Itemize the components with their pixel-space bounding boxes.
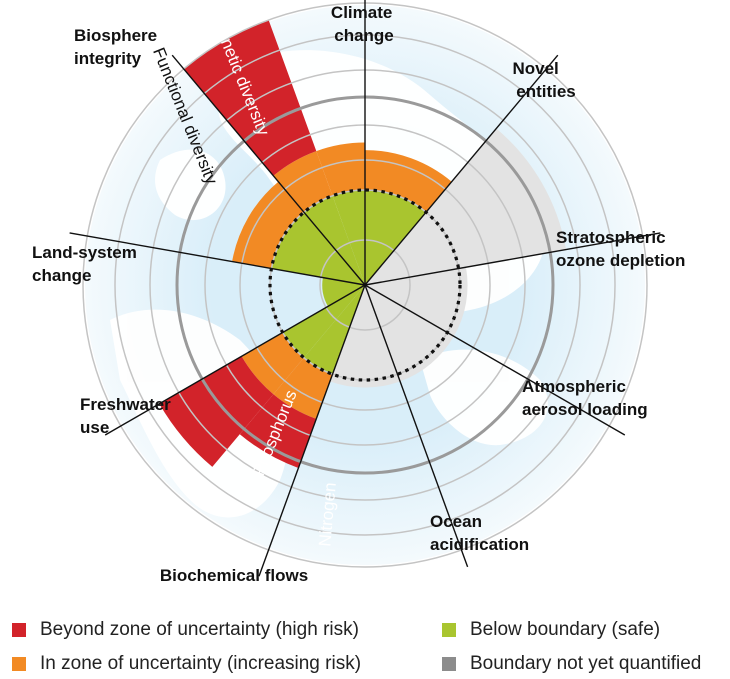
legend-item-increasing-risk: In zone of uncertainty (increasing risk)	[12, 653, 361, 675]
wedge-band-biochem-0	[273, 357, 333, 419]
legend-item-safe: Below boundary (safe)	[442, 619, 660, 641]
sector-divider	[104, 284, 366, 436]
label-stratospheric-ozone: Stratospheric ozone depletion	[556, 228, 685, 270]
wedge-high-biochem-0	[239, 394, 317, 468]
legend-item-not-quantified: Boundary not yet quantified	[442, 653, 701, 675]
label-biochemical-flows: Biochemical flows	[160, 566, 308, 585]
planetary-boundaries-diagram: Genetic diversity Functional diversity P…	[32, 0, 685, 585]
label-climate-change: Climate change	[331, 3, 397, 45]
wedge-novel	[365, 128, 567, 285]
sector-divider	[171, 54, 366, 286]
wedge-core-biochem-0	[303, 285, 365, 375]
wedge-band-climate	[365, 150, 452, 213]
wedge-aerosol	[365, 285, 454, 382]
sector-divider	[69, 232, 366, 286]
wedge-band-biosphere-0	[273, 151, 333, 213]
sector-divider	[364, 232, 661, 286]
sector-divider	[258, 284, 366, 577]
legend-label-not-quantified: Boundary not yet quantified	[470, 653, 702, 674]
label-novel-entities: Novel entities	[512, 59, 575, 101]
label-freshwater-use: Freshwater use	[80, 395, 175, 437]
wedge-ozone	[365, 267, 468, 337]
sector-divider	[364, 284, 626, 436]
legend-swatch-increasing-risk	[12, 657, 26, 671]
wedge-core-land	[271, 212, 365, 285]
wedge-ocean	[329, 285, 401, 388]
boundary-wedges	[159, 20, 567, 468]
wedge-high-biochem-1	[159, 356, 274, 467]
wedge-core-biosphere-1	[332, 189, 365, 285]
wedge-core-climate	[365, 189, 427, 285]
legend-swatch-not-quantified	[442, 657, 456, 671]
legend-label-safe: Below boundary (safe)	[470, 619, 661, 640]
wedge-core-biosphere-0	[303, 195, 365, 285]
legend-swatch-high-risk	[12, 623, 26, 637]
label-atmospheric-aerosol: Atmospheric aerosol loading	[522, 377, 648, 419]
legend-swatch-safe	[442, 623, 456, 637]
wedge-high-biosphere-0	[183, 20, 317, 176]
wedge-freshwater	[322, 277, 365, 307]
legend-label-high-risk: Beyond zone of uncertainty (high risk)	[40, 619, 359, 640]
sector-divider	[364, 54, 559, 286]
wedge-band-land	[232, 181, 304, 269]
safe-boundary-ring	[268, 188, 462, 382]
sector-divider	[364, 284, 469, 568]
wedge-band-biosphere-1	[316, 142, 365, 196]
sector-dividers	[69, 0, 661, 577]
legend-label-increasing-risk: In zone of uncertainty (increasing risk)	[40, 653, 362, 674]
label-biosphere-integrity: Biosphere integrity	[74, 26, 162, 68]
label-land-system-change: Land-system change	[32, 243, 142, 285]
legend-item-high-risk: Beyond zone of uncertainty (high risk)	[12, 619, 359, 641]
wedge-core-biochem-1	[282, 285, 365, 358]
label-ocean-acidification: Ocean acidification	[430, 512, 529, 554]
